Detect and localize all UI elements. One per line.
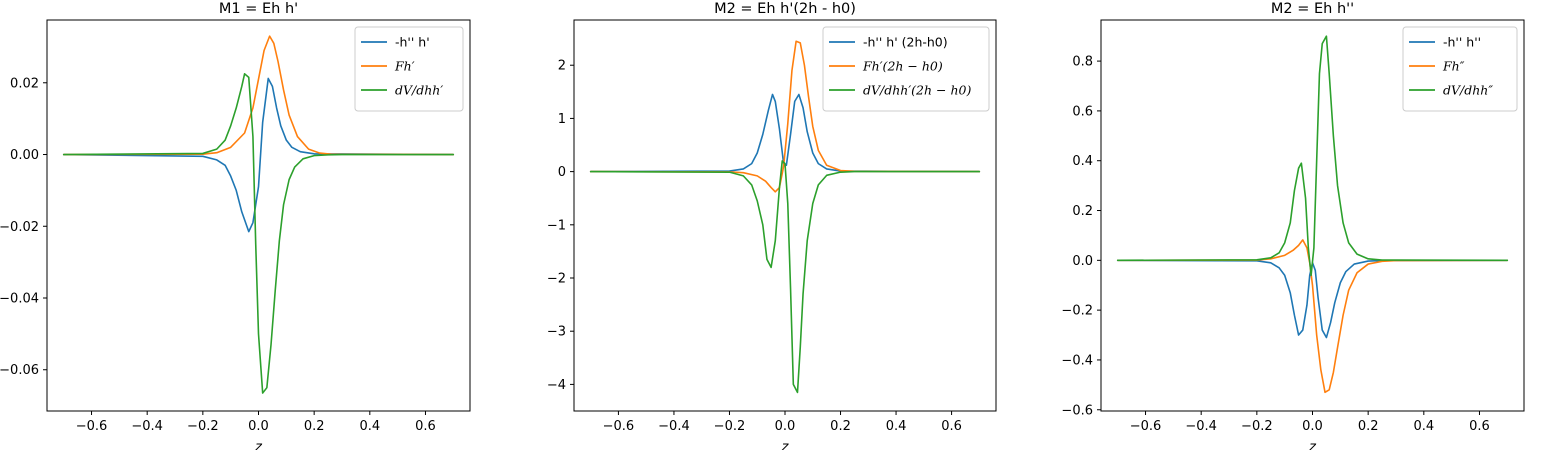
legend-entry: Fh′(2h − h0) — [862, 59, 943, 74]
legend-box — [822, 26, 990, 112]
y-tick-label: −0.02 — [0, 220, 39, 235]
series-line-3 — [1116, 35, 1509, 277]
legend-entry: -h'' h' (2h-h0) — [863, 35, 948, 50]
x-axis-label: z — [1308, 440, 1317, 450]
series-line-3 — [62, 73, 455, 394]
x-tick-label: 0.2 — [304, 419, 325, 434]
x-tick-label: −0.4 — [131, 419, 163, 434]
x-tick-label: 0.4 — [886, 419, 907, 434]
legend-entry: dV/dhh′(2h − h0) — [863, 83, 971, 98]
y-tick-label: −0.06 — [0, 363, 39, 378]
y-tick-label: 0.8 — [1072, 55, 1093, 70]
x-tick-label: 0.4 — [359, 419, 380, 434]
x-tick-label: −0.6 — [76, 419, 108, 434]
y-tick-label: −1 — [547, 218, 566, 233]
y-tick-label: 0.02 — [10, 76, 39, 91]
y-tick-label: −0.2 — [1061, 304, 1093, 319]
series-group — [62, 35, 455, 394]
y-tick-label: 0 — [558, 165, 566, 180]
chart-panel-2: M2 = Eh h'(2h - h0) −0.6 −0.4 −0.2 0.0 0.2 0.4… — [547, 1, 997, 450]
x-tick-label: −0.2 — [1241, 419, 1273, 434]
y-tick-label: 1 — [558, 112, 566, 127]
series-line-3 — [589, 160, 981, 394]
series-line-1 — [62, 77, 455, 233]
legend-entry: dV/dhh′ — [395, 83, 443, 98]
x-tick-label: 0.0 — [775, 419, 796, 434]
x-tick-label: −0.6 — [1130, 419, 1162, 434]
legend: -h'' h' (2h-h0) Fh′(2h − h0) dV/dhh′(2h − … — [822, 26, 990, 112]
y-tick-label: 0.0 — [1072, 254, 1093, 269]
legend-entry: Fh″ — [1442, 59, 1465, 74]
chart-title: M1 = Eh h' — [219, 1, 298, 17]
chart-title: M2 = Eh h'(2h - h0) — [714, 1, 856, 17]
x-tick-label: 0.6 — [941, 419, 962, 434]
chart-panel-1: M1 = Eh h' −0.6 −0.4 −0.2 0.0 0.2 0.4 0.6 −0.06 −… — [0, 1, 471, 450]
x-tick-label: 0.0 — [248, 419, 269, 434]
x-axis-label: z — [254, 440, 263, 450]
y-tick-label: −0.4 — [1061, 353, 1093, 368]
x-tick-label: 0.6 — [415, 419, 436, 434]
series-line-1 — [1116, 259, 1509, 339]
x-axis-label: z — [781, 440, 790, 450]
y-tick-label: 0.2 — [1072, 204, 1093, 219]
series-line-2 — [62, 35, 455, 156]
x-tick-label: −0.6 — [603, 419, 635, 434]
series-line-2 — [1116, 239, 1509, 394]
x-tick-label: −0.4 — [1185, 419, 1217, 434]
legend-entry: -h'' h'' — [1443, 35, 1481, 50]
legend-entry: Fh′ — [394, 59, 415, 74]
x-tick-label: 0.0 — [1302, 419, 1323, 434]
x-tick-label: 0.4 — [1413, 419, 1434, 434]
series-group — [1116, 35, 1509, 394]
series-group — [589, 40, 981, 394]
y-tick-label: −0.6 — [1061, 403, 1093, 418]
legend: -h'' h'' Fh″ dV/dhh″ — [1402, 26, 1518, 112]
y-tick-label: 2 — [558, 59, 566, 74]
y-tick-label: −4 — [547, 378, 566, 393]
x-tick-label: −0.2 — [714, 419, 746, 434]
y-tick-label: −3 — [547, 325, 566, 340]
legend-entry: dV/dhh″ — [1443, 83, 1493, 98]
x-tick-label: −0.2 — [187, 419, 219, 434]
x-tick-label: 0.6 — [1469, 419, 1490, 434]
y-tick-label: 0.6 — [1072, 104, 1093, 119]
y-tick-label: −2 — [547, 272, 566, 287]
y-tick-label: −0.04 — [0, 292, 39, 307]
y-tick-label: 0.00 — [10, 148, 39, 163]
chart-panel-3: M2 = Eh h'' −0.6 −0.4 −0.2 0.0 0.2 0.4 0.6 −0.6 −… — [1061, 1, 1525, 450]
x-tick-label: 0.2 — [830, 419, 851, 434]
series-line-2 — [589, 40, 981, 193]
legend: -h'' h' Fh′ dV/dhh′ — [354, 26, 464, 112]
legend-entry: -h'' h' — [395, 35, 430, 50]
y-tick-label: 0.4 — [1072, 154, 1093, 169]
x-tick-label: −0.4 — [658, 419, 690, 434]
chart-title: M2 = Eh h'' — [1271, 1, 1354, 17]
x-tick-label: 0.2 — [1358, 419, 1379, 434]
